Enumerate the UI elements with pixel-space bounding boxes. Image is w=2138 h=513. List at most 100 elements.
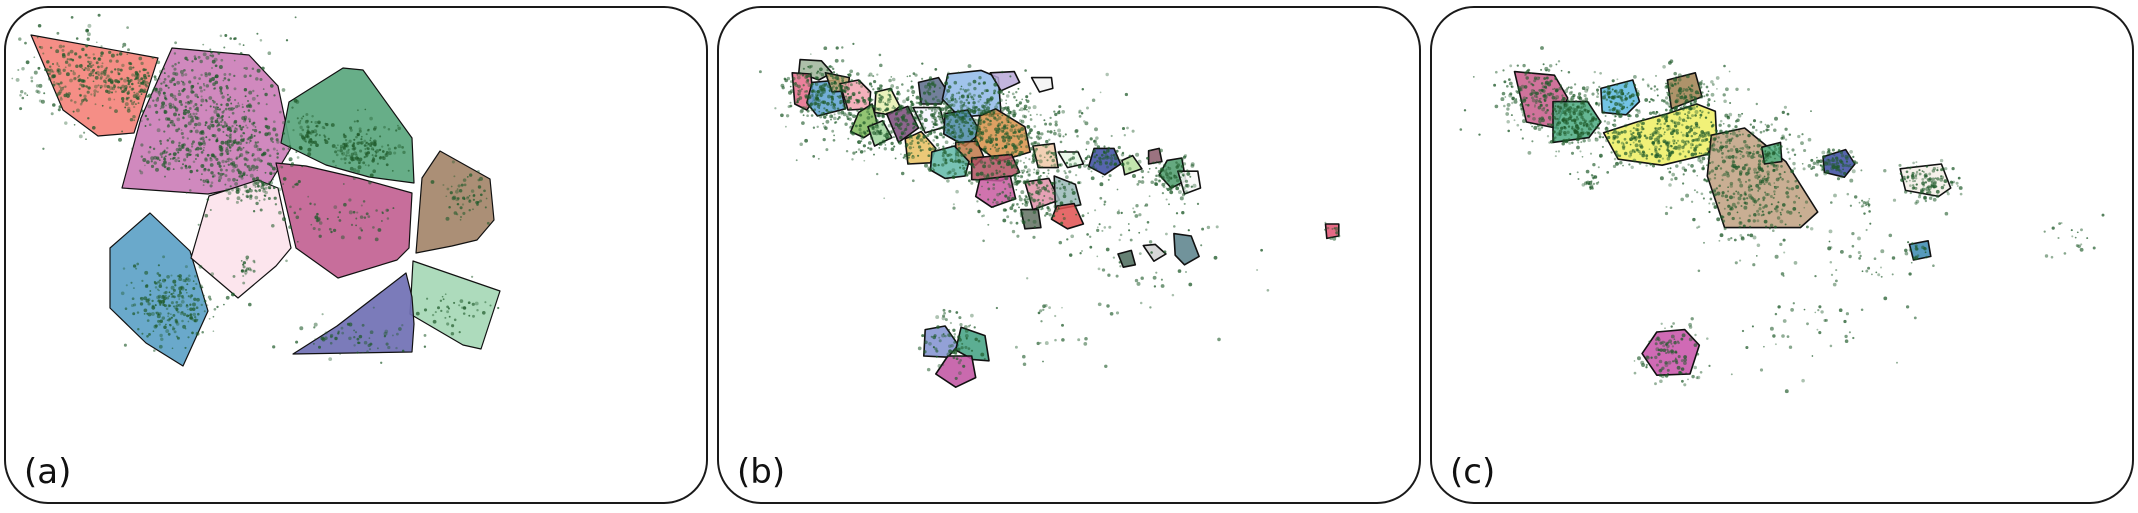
data-point xyxy=(995,129,1000,134)
data-point xyxy=(880,84,883,88)
data-point xyxy=(966,106,970,110)
data-point xyxy=(982,81,987,85)
data-point xyxy=(1335,231,1339,235)
data-point xyxy=(449,191,453,195)
data-point xyxy=(951,168,956,173)
data-point xyxy=(1534,105,1536,108)
data-point xyxy=(1137,180,1142,184)
data-point xyxy=(949,125,954,129)
data-point xyxy=(489,304,492,307)
data-point xyxy=(287,147,290,150)
data-point xyxy=(225,189,229,193)
data-point xyxy=(186,58,189,62)
data-point xyxy=(969,324,971,327)
data-point xyxy=(1658,113,1661,116)
data-point xyxy=(251,122,255,126)
data-point xyxy=(228,135,232,139)
data-point xyxy=(893,106,896,110)
data-point xyxy=(1103,203,1106,206)
data-point xyxy=(1596,95,1599,99)
data-point xyxy=(110,70,114,74)
data-point xyxy=(1002,154,1005,156)
data-point xyxy=(94,75,99,80)
data-point xyxy=(310,223,313,226)
data-point xyxy=(1626,92,1629,96)
data-point xyxy=(86,77,89,79)
data-point xyxy=(851,122,855,126)
data-point xyxy=(147,298,151,302)
data-point xyxy=(1035,190,1040,195)
data-point xyxy=(852,151,856,155)
data-point xyxy=(1727,149,1730,153)
data-point xyxy=(190,118,194,123)
data-point xyxy=(830,65,834,69)
data-point xyxy=(127,81,131,84)
data-point xyxy=(172,326,175,329)
data-point xyxy=(95,70,100,75)
data-point xyxy=(453,175,456,178)
data-point xyxy=(857,140,862,145)
data-point xyxy=(459,218,462,221)
data-point xyxy=(816,125,819,128)
data-point xyxy=(1026,170,1029,174)
data-point xyxy=(124,307,128,310)
data-point xyxy=(1599,71,1602,75)
data-point xyxy=(158,344,163,349)
data-point xyxy=(1016,169,1020,174)
data-point xyxy=(1009,206,1014,211)
data-point xyxy=(369,173,374,178)
data-point xyxy=(1618,154,1622,158)
data-point xyxy=(485,197,488,200)
data-point xyxy=(144,68,147,71)
data-point xyxy=(234,138,237,141)
data-point xyxy=(994,137,999,142)
data-point xyxy=(1557,150,1561,153)
data-point xyxy=(223,77,227,80)
data-point xyxy=(1152,161,1155,165)
data-point xyxy=(792,83,796,86)
data-point xyxy=(293,211,297,215)
data-point xyxy=(243,270,248,275)
data-point xyxy=(1731,202,1736,207)
data-point xyxy=(103,84,108,88)
data-point xyxy=(228,116,231,118)
data-point xyxy=(236,179,239,182)
data-point xyxy=(808,65,812,69)
data-point xyxy=(907,96,910,98)
data-point xyxy=(989,119,992,123)
data-point xyxy=(158,284,163,289)
data-point xyxy=(140,155,144,158)
data-point xyxy=(455,197,460,202)
data-point xyxy=(1662,127,1665,130)
data-point xyxy=(1070,181,1073,184)
panel-b: (b) xyxy=(717,6,1421,504)
data-point xyxy=(877,107,880,111)
data-point xyxy=(233,74,236,78)
data-point xyxy=(780,113,784,118)
data-point xyxy=(1681,145,1685,150)
data-point xyxy=(334,164,337,167)
data-point xyxy=(202,179,207,184)
data-point xyxy=(456,188,459,191)
data-point xyxy=(802,84,805,87)
data-point xyxy=(164,290,168,294)
data-point xyxy=(334,336,338,341)
data-point xyxy=(1662,65,1666,69)
data-point xyxy=(1663,133,1666,136)
data-point xyxy=(1669,82,1674,87)
data-point xyxy=(815,76,819,80)
data-point xyxy=(955,341,958,344)
data-point xyxy=(178,141,181,145)
data-point xyxy=(835,89,838,92)
data-point xyxy=(1056,169,1060,173)
data-point xyxy=(1583,108,1587,112)
data-point xyxy=(1118,238,1121,242)
data-point xyxy=(1182,174,1185,177)
data-point xyxy=(103,72,107,76)
data-point xyxy=(121,46,124,48)
data-point xyxy=(167,303,171,307)
data-point xyxy=(190,294,194,297)
data-point xyxy=(180,294,184,298)
data-point xyxy=(214,155,217,159)
data-point xyxy=(220,58,224,62)
